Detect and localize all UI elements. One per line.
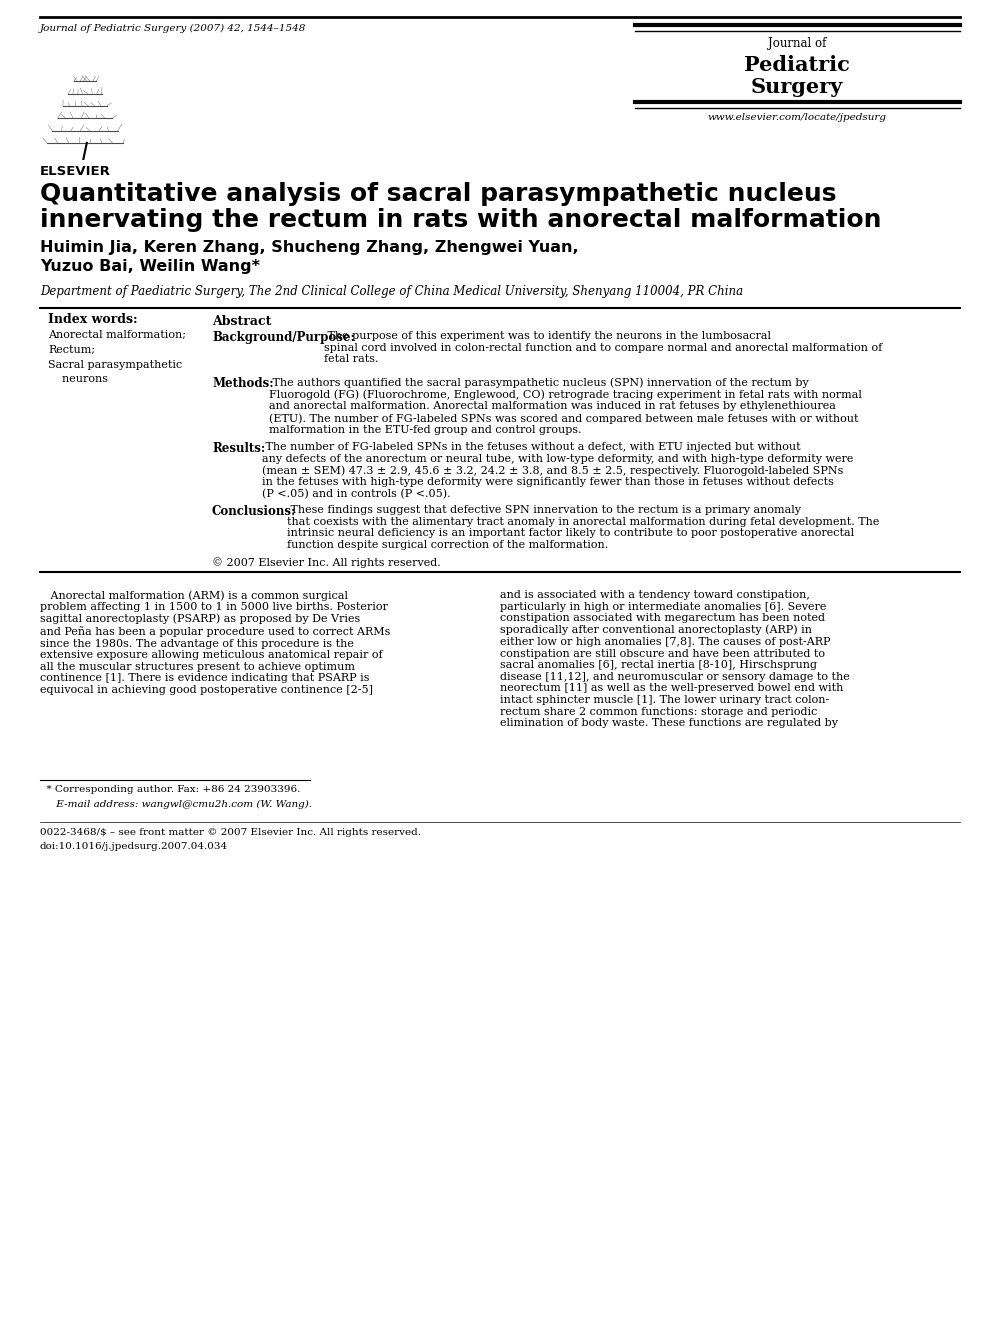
Text: Background/Purpose:: Background/Purpose: bbox=[212, 331, 354, 345]
Text: ELSEVIER: ELSEVIER bbox=[40, 165, 111, 178]
Text: * Corresponding author. Fax: +86 24 23903396.: * Corresponding author. Fax: +86 24 2390… bbox=[40, 785, 300, 795]
Text: Anorectal malformation;: Anorectal malformation; bbox=[48, 330, 186, 341]
Text: Results:: Results: bbox=[212, 442, 265, 455]
Text: Abstract: Abstract bbox=[212, 315, 271, 327]
Text: Index words:: Index words: bbox=[48, 313, 138, 326]
Text: The purpose of this experiment was to identify the neurons in the lumbosacral
sp: The purpose of this experiment was to id… bbox=[324, 331, 882, 364]
Text: Journal of Pediatric Surgery (2007) 42, 1544–1548: Journal of Pediatric Surgery (2007) 42, … bbox=[40, 24, 306, 33]
Text: Quantitative analysis of sacral parasympathetic nucleus: Quantitative analysis of sacral parasymp… bbox=[40, 182, 837, 206]
Text: Methods:: Methods: bbox=[212, 378, 273, 389]
Text: These findings suggest that defective SPN innervation to the rectum is a primary: These findings suggest that defective SP… bbox=[287, 506, 879, 550]
Text: Pediatric: Pediatric bbox=[744, 55, 850, 75]
Text: Sacral parasympathetic: Sacral parasympathetic bbox=[48, 360, 182, 370]
Text: neurons: neurons bbox=[48, 374, 108, 384]
Text: www.elsevier.com/locate/jpedsurg: www.elsevier.com/locate/jpedsurg bbox=[708, 114, 886, 121]
Text: innervating the rectum in rats with anorectal malformation: innervating the rectum in rats with anor… bbox=[40, 209, 881, 232]
Text: and is associated with a tendency toward constipation,
particularly in high or i: and is associated with a tendency toward… bbox=[500, 590, 849, 729]
Text: © 2007 Elsevier Inc. All rights reserved.: © 2007 Elsevier Inc. All rights reserved… bbox=[212, 557, 441, 568]
Text: The authors quantified the sacral parasympathetic nucleus (SPN) innervation of t: The authors quantified the sacral parasy… bbox=[269, 378, 862, 436]
Text: Anorectal malformation (ARM) is a common surgical
problem affecting 1 in 1500 to: Anorectal malformation (ARM) is a common… bbox=[40, 590, 390, 696]
Text: Department of Paediatric Surgery, The 2nd Clinical College of China Medical Univ: Department of Paediatric Surgery, The 2n… bbox=[40, 285, 743, 298]
Text: doi:10.1016/j.jpedsurg.2007.04.034: doi:10.1016/j.jpedsurg.2007.04.034 bbox=[40, 842, 228, 851]
Text: Rectum;: Rectum; bbox=[48, 345, 95, 355]
Text: Conclusions:: Conclusions: bbox=[212, 506, 296, 517]
Text: Huimin Jia, Keren Zhang, Shucheng Zhang, Zhengwei Yuan,: Huimin Jia, Keren Zhang, Shucheng Zhang,… bbox=[40, 240, 578, 255]
Text: Yuzuo Bai, Weilin Wang*: Yuzuo Bai, Weilin Wang* bbox=[40, 259, 260, 275]
Text: E-mail address: wangwl@cmu2h.com (W. Wang).: E-mail address: wangwl@cmu2h.com (W. Wan… bbox=[40, 800, 312, 809]
Text: The number of FG-labeled SPNs in the fetuses without a defect, with ETU injected: The number of FG-labeled SPNs in the fet… bbox=[262, 442, 853, 499]
Text: 0022-3468/$ – see front matter © 2007 Elsevier Inc. All rights reserved.: 0022-3468/$ – see front matter © 2007 El… bbox=[40, 828, 421, 837]
Text: Surgery: Surgery bbox=[750, 77, 843, 96]
Text: Journal of: Journal of bbox=[768, 37, 827, 50]
